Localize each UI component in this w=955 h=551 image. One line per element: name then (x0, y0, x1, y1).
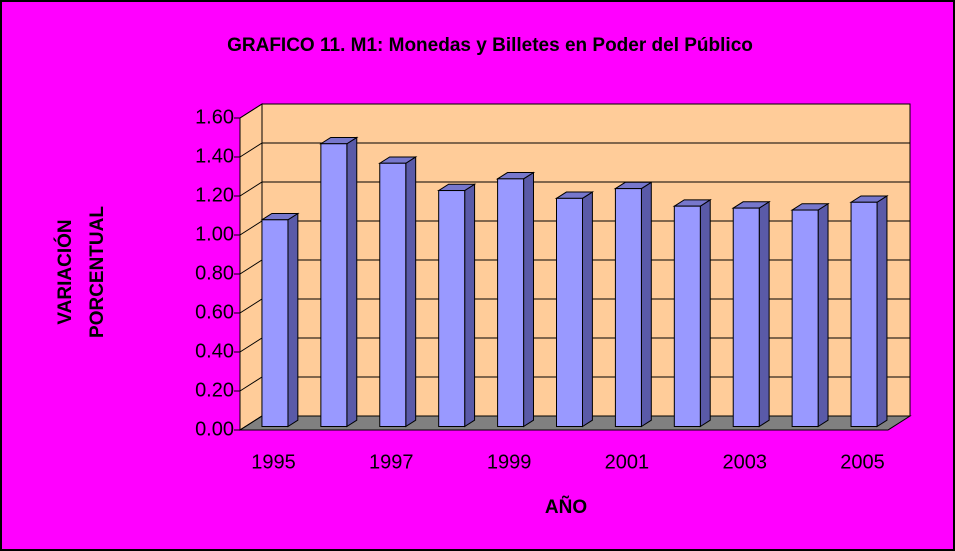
y-tick-label: 0.40 (195, 340, 234, 362)
bar (438, 190, 466, 427)
x-axis-title: AÑO (545, 496, 587, 518)
bar (732, 207, 760, 427)
bar-side (287, 212, 299, 428)
y-axis-title: VARIACIÓN (54, 219, 76, 324)
bar-side (405, 156, 417, 428)
y-tick-label: 0.00 (195, 418, 234, 440)
bar-side (523, 171, 534, 428)
bar (261, 219, 289, 427)
bar (379, 162, 407, 427)
x-tick-label: 2001 (605, 451, 650, 473)
grid-line (239, 103, 910, 119)
y-tick-label: 1.60 (195, 106, 234, 128)
bar-side (758, 200, 770, 428)
y-tick-label: 1.00 (195, 223, 234, 245)
bar-side (464, 183, 476, 428)
bar (850, 201, 878, 427)
y-tick-label: 1.20 (195, 184, 234, 206)
x-tick-label: 2005 (840, 451, 885, 473)
bar-side (640, 181, 652, 428)
bar-side (346, 136, 358, 428)
bar (791, 209, 819, 427)
grid-line (239, 142, 910, 158)
bar (320, 143, 348, 427)
bar-side (582, 191, 593, 428)
x-tick-label: 1997 (369, 451, 414, 473)
y-tick-label: 0.20 (195, 379, 234, 401)
chart-title: GRAFICO 11. M1: Monedas y Billetes en Po… (227, 35, 753, 56)
bar (673, 205, 701, 427)
bar-side (876, 195, 888, 428)
bar (556, 197, 583, 427)
x-tick-label: 2003 (722, 451, 767, 473)
x-tick-label: 1999 (487, 451, 532, 473)
bar (614, 188, 642, 427)
y-tick-label: 0.80 (195, 262, 234, 284)
y-tick-label: 1.40 (195, 145, 234, 167)
bar-side (699, 198, 711, 428)
y-tick-label: 0.60 (195, 301, 234, 323)
y-axis-title: PORCENTUAL (87, 206, 108, 338)
x-tick-label: 1995 (251, 451, 296, 473)
grid-line (239, 181, 910, 197)
bar (497, 178, 525, 427)
bar-side (817, 202, 829, 428)
